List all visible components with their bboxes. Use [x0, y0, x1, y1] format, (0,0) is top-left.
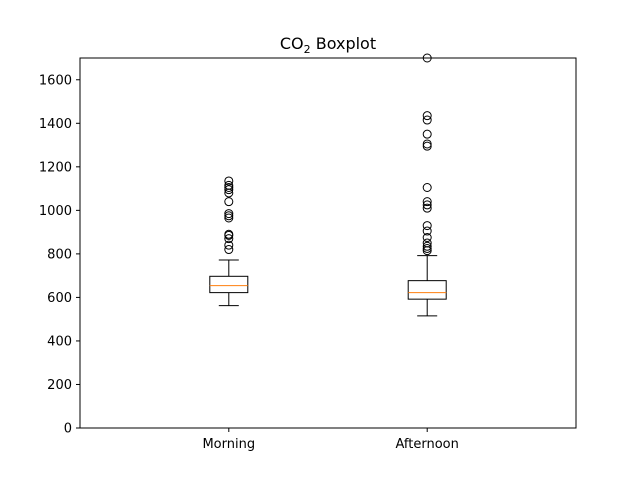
y-tick-label: 0 [64, 422, 72, 437]
outlier-point [224, 183, 234, 192]
outlier-point [422, 111, 432, 121]
outlier-point [422, 141, 432, 151]
outlier-point [422, 115, 432, 125]
outlier-point [224, 240, 234, 250]
outlier-point [224, 180, 234, 190]
y-tick-label: 1600 [39, 73, 72, 88]
outlier-point [422, 183, 432, 192]
outlier-point [422, 200, 432, 210]
y-axis: 0 200 400 600 800 1000 1200 1400 1600 [39, 73, 80, 437]
y-tick-label: 800 [47, 247, 72, 262]
box-iqr [209, 275, 249, 294]
outlier-point [422, 243, 432, 253]
outlier-point [422, 238, 432, 248]
y-tick-label: 1200 [39, 160, 72, 175]
x-tick-label: Afternoon [396, 437, 459, 452]
chart-title-rest: Boxplot [311, 34, 377, 53]
y-tick-label: 200 [47, 378, 72, 393]
plot-frame [79, 57, 577, 429]
outlier-point [422, 241, 432, 251]
outlier-point [422, 226, 432, 236]
y-tick-label: 400 [47, 334, 72, 349]
x-tick-label: Morning [202, 437, 255, 452]
y-tick-label: 1400 [39, 117, 72, 132]
box-group-afternoon [407, 53, 447, 317]
chart-title-main: CO [280, 34, 304, 53]
x-axis: Morning Afternoon [202, 428, 459, 452]
outlier-point [422, 129, 432, 139]
outlier-point [422, 197, 432, 207]
box-group-morning [209, 176, 249, 307]
outlier-point [224, 213, 234, 223]
outlier-point [224, 234, 234, 244]
outlier-point [422, 139, 432, 149]
outlier-point [422, 221, 432, 231]
outlier-point [224, 209, 234, 219]
outlier-point [224, 176, 234, 186]
box-iqr [407, 280, 447, 300]
outlier-point [224, 197, 234, 207]
plot-content [209, 53, 447, 317]
outlier-point [224, 211, 234, 221]
outlier-point [422, 203, 432, 213]
outlier-point [224, 185, 234, 195]
chart-title-subscript: 2 [304, 43, 311, 56]
y-tick-label: 600 [47, 291, 72, 306]
outlier-point [224, 245, 234, 255]
chart-title: CO2 Boxplot [280, 34, 376, 56]
y-tick-label: 1000 [39, 204, 72, 219]
outlier-point [422, 233, 432, 243]
outlier-point [224, 229, 234, 239]
